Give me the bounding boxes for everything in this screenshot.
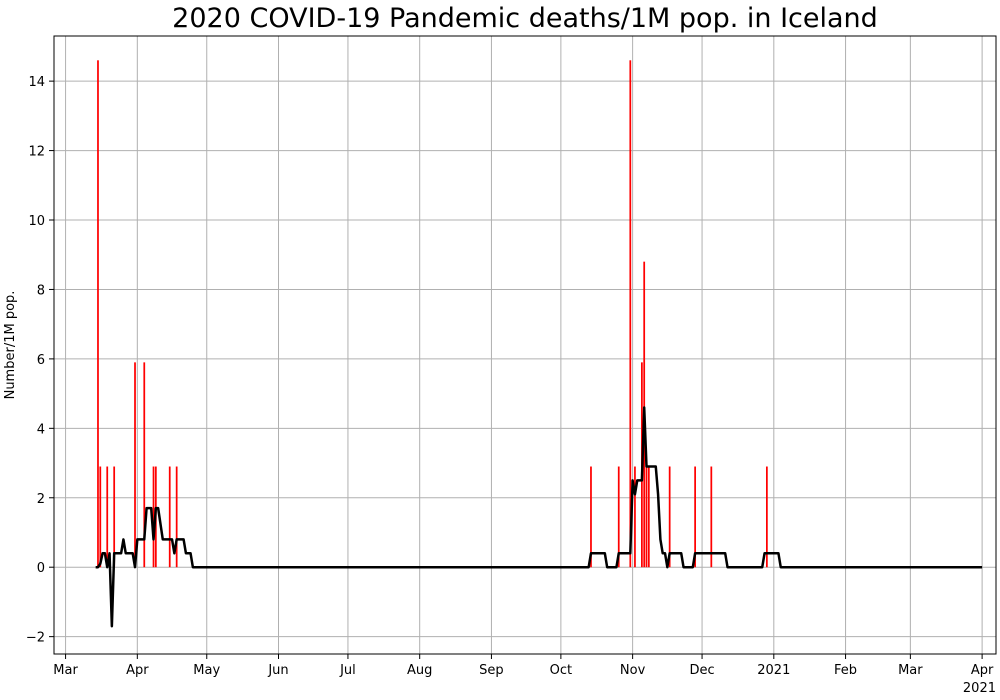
chart-title: 2020 COVID-19 Pandemic deaths/1M pop. in…	[172, 3, 878, 34]
y-tick-label: 2	[37, 492, 45, 507]
daily-deaths-bars	[97, 60, 768, 568]
x-tick-label: Apr	[126, 663, 149, 678]
x-tick-label: 2021	[757, 663, 790, 678]
x-tick-label: Feb	[834, 663, 857, 678]
x-tick-label: Sep	[479, 663, 504, 678]
x-axis-year-label: 2021	[963, 681, 996, 696]
x-tick-label: Aug	[407, 663, 432, 678]
x-tick-label: Mar	[898, 663, 923, 678]
y-tick-label: −2	[26, 631, 45, 646]
death-bar	[168, 466, 171, 568]
death-bar	[629, 60, 632, 568]
x-tick-label: Apr	[971, 663, 994, 678]
death-bar	[634, 466, 636, 568]
death-bar	[175, 466, 178, 568]
death-bar	[134, 362, 136, 568]
y-tick-label: 4	[37, 422, 45, 437]
death-bar	[152, 466, 155, 568]
plot-frame	[53, 35, 997, 655]
x-tick-label: Jul	[339, 663, 356, 678]
y-tick-label: 14	[28, 75, 45, 90]
y-tick-label: 10	[28, 214, 45, 229]
death-bar	[97, 60, 99, 568]
death-bar	[106, 466, 109, 568]
death-bar	[99, 466, 102, 568]
y-tick-label: 12	[28, 145, 45, 160]
axis-ticks: Mar Apr May Jun Jul Aug Sep Oct Nov Dec 2021 Feb Mar…	[26, 75, 994, 678]
y-tick-label: 0	[37, 561, 45, 576]
death-bar	[143, 362, 146, 568]
x-tick-label: Mar	[53, 663, 78, 678]
death-bar	[113, 466, 116, 568]
rolling-average-path	[95, 406, 983, 628]
y-tick-label: 8	[37, 283, 45, 298]
x-tick-label: Nov	[620, 663, 646, 678]
y-tick-label: 6	[37, 353, 45, 368]
death-bar	[590, 466, 592, 568]
death-bar	[647, 466, 650, 568]
death-bar	[710, 466, 713, 568]
death-bar	[694, 466, 696, 568]
x-tick-label: Dec	[689, 663, 714, 678]
grid	[54, 36, 996, 654]
y-axis-label: Number/1M pop.	[3, 291, 18, 400]
death-bar	[645, 466, 648, 568]
death-bar	[617, 466, 620, 568]
rolling-average-line	[95, 406, 983, 628]
x-tick-label: May	[193, 663, 220, 678]
death-bar	[668, 466, 671, 568]
death-bar	[766, 466, 768, 568]
x-tick-label: Oct	[550, 663, 572, 678]
x-tick-label: Jun	[267, 663, 288, 678]
